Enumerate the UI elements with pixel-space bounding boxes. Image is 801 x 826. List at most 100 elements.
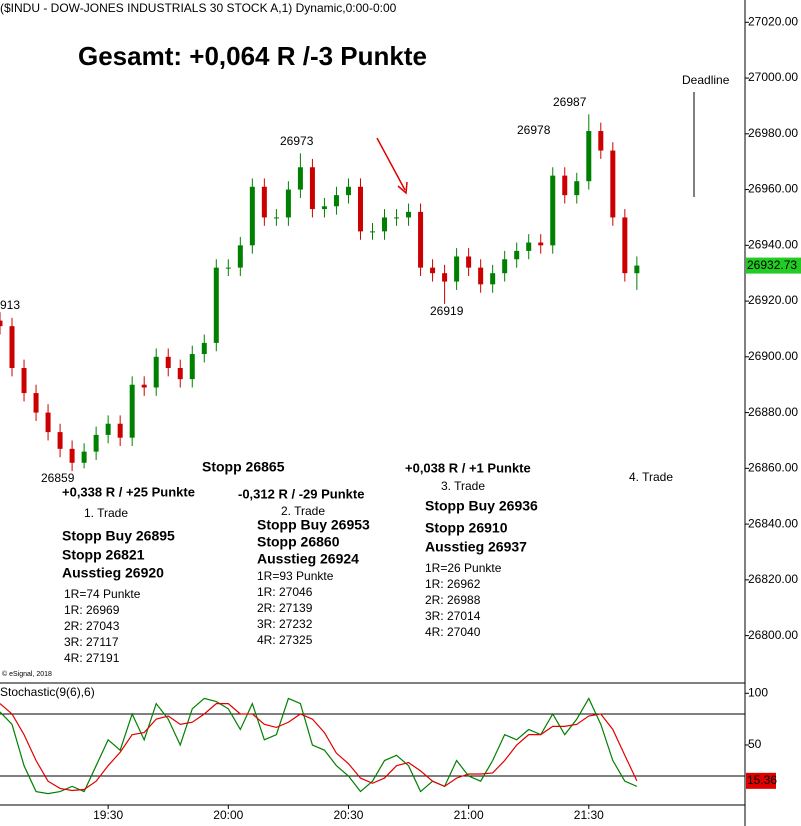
- annotation: 4R: 27191: [64, 651, 120, 665]
- annotation: +0,338 R / +25 Punkte: [62, 484, 195, 499]
- arrow-head: [397, 181, 408, 195]
- y-tick-label: 26840.00: [748, 516, 798, 530]
- x-tick-label: 21:30: [574, 808, 604, 822]
- annotation: Stopp Buy 26895: [62, 528, 175, 544]
- candle-body: [33, 393, 39, 413]
- chart-title: Gesamt: +0,064 R /-3 Punkte: [78, 41, 427, 71]
- annotation: 1R: 26962: [425, 577, 481, 591]
- candle-body: [502, 259, 508, 274]
- candle-body: [261, 186, 267, 218]
- candle-body: [57, 432, 63, 449]
- candle-body: [93, 434, 99, 452]
- annotation: Stopp Buy 26936: [425, 498, 538, 514]
- stochastic-line: [0, 697, 638, 795]
- annotation: Deadline: [682, 73, 730, 87]
- annotation: 26859: [41, 471, 75, 485]
- candle-body: [370, 231, 375, 233]
- y-tick-label: 26880.00: [748, 405, 798, 419]
- candle-body: [430, 267, 436, 274]
- annotation: Stopp 26910: [425, 520, 508, 536]
- annotation: 4R: 27325: [257, 633, 313, 647]
- candle-body: [189, 354, 195, 380]
- candle-body: [165, 356, 171, 368]
- candle-body: [333, 195, 339, 207]
- candle-body: [237, 245, 243, 268]
- annotation: Ausstieg 26924: [257, 551, 359, 567]
- candle-body: [201, 342, 207, 355]
- candle-body: [105, 423, 111, 435]
- candle-body: [562, 175, 568, 196]
- panel-title: Stochastic(9(6),6): [0, 685, 95, 699]
- candle-body: [141, 384, 147, 388]
- annotation: 26919: [430, 304, 464, 318]
- annotation: 2R: 27043: [64, 619, 120, 633]
- source: © eSignal, 2018: [2, 670, 52, 678]
- candle-body: [586, 131, 592, 182]
- candle-body: [225, 267, 231, 269]
- candle-body: [9, 326, 15, 368]
- candle-body: [418, 211, 424, 268]
- annotation: 1R: 27046: [257, 585, 313, 599]
- candle-body: [598, 131, 604, 151]
- stochastic-line: [0, 703, 638, 792]
- y-tick-label: 50: [748, 737, 762, 751]
- candle-body: [309, 167, 315, 210]
- candle-body: [177, 367, 183, 380]
- candle-body: [610, 150, 616, 218]
- annotation: Ausstieg 26920: [62, 565, 164, 581]
- candle-body: [538, 242, 544, 246]
- candle-body: [357, 186, 363, 232]
- y-tick-label: 26800.00: [748, 628, 798, 642]
- candle-body: [622, 217, 628, 274]
- candle-body: [394, 217, 400, 219]
- candle-body: [345, 186, 351, 196]
- last-value-label: 15.36: [747, 773, 777, 787]
- annotation: Stopp 26865: [202, 459, 285, 475]
- candle-body: [526, 242, 532, 251]
- annotation: +0,038 R / +1 Punkte: [405, 460, 531, 475]
- candle-body: [69, 448, 75, 463]
- y-tick-label: 26820.00: [748, 572, 798, 586]
- x-tick-label: 20:30: [333, 808, 363, 822]
- candle-body: [249, 186, 255, 246]
- annotation: Stopp Buy 26953: [257, 517, 370, 533]
- annotation: 26978: [517, 123, 551, 137]
- y-tick-label: 26980.00: [748, 126, 798, 140]
- candle-body: [213, 267, 219, 343]
- candle-body: [153, 356, 159, 388]
- annotation: 2R: 27139: [257, 601, 313, 615]
- candle-body: [454, 256, 460, 282]
- y-tick-label: 26920.00: [748, 293, 798, 307]
- annotation: 4R: 27040: [425, 625, 481, 639]
- y-tick-label: 26900.00: [748, 349, 798, 363]
- candle-body: [466, 256, 472, 268]
- candle-body: [382, 217, 388, 232]
- annotation: -0,312 R / -29 Punkte: [238, 486, 364, 501]
- annotation: Stopp 26860: [257, 534, 340, 550]
- annotation: Stopp 26821: [62, 547, 145, 563]
- y-tick-label: 26940.00: [748, 237, 798, 251]
- candle-body: [514, 250, 520, 260]
- annotation: 1. Trade: [84, 506, 128, 520]
- y-tick-label: 27020.00: [748, 14, 798, 28]
- y-tick-label: 26960.00: [748, 182, 798, 196]
- candle-body: [478, 267, 484, 285]
- candle-body: [21, 367, 27, 394]
- candle-body: [273, 217, 279, 219]
- annotation: 1R=26 Punkte: [425, 561, 502, 575]
- x-tick-label: 21:00: [454, 808, 484, 822]
- annotation: 3R: 27232: [257, 617, 313, 631]
- annotation: 26973: [280, 134, 314, 148]
- candle-body: [117, 423, 123, 438]
- y-tick-label: 100: [748, 685, 768, 699]
- annotation: 913: [0, 298, 20, 312]
- arrow: [376, 137, 406, 191]
- annotation: 2. Trade: [281, 504, 325, 518]
- y-tick-label: 27000.00: [748, 70, 798, 84]
- last-value-label: 26932.73: [747, 258, 797, 272]
- candle-body: [406, 211, 412, 218]
- annotation: 1R=93 Punkte: [257, 569, 334, 583]
- x-tick-label: 20:00: [213, 808, 243, 822]
- candle-body: [442, 273, 448, 282]
